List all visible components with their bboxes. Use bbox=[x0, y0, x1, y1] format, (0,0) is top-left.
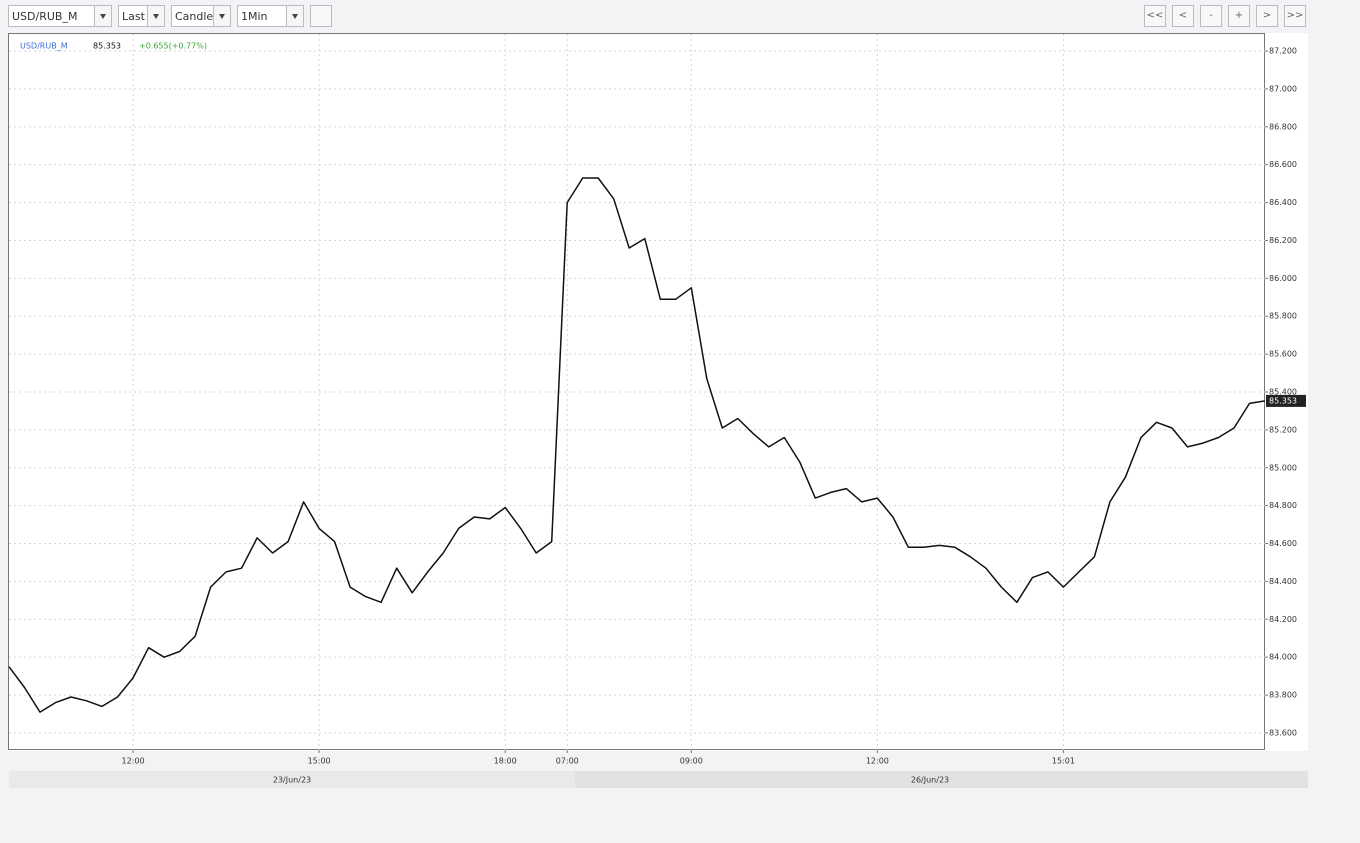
nav-button[interactable]: >> bbox=[1284, 5, 1306, 27]
nav-button[interactable]: << bbox=[1144, 5, 1166, 27]
y-tick-label: 86.200 bbox=[1269, 236, 1297, 245]
y-tick-label: 86.000 bbox=[1269, 274, 1297, 283]
y-tick-label: 85.000 bbox=[1269, 463, 1297, 472]
chart-type-select[interactable]: Candle bbox=[171, 5, 231, 27]
x-tick-label: 09:00 bbox=[680, 757, 703, 766]
x-tick-label: 15:00 bbox=[308, 757, 331, 766]
y-tick-label: 87.200 bbox=[1269, 47, 1297, 56]
price-type-select[interactable]: Last bbox=[118, 5, 165, 27]
header-symbol: USD/RUB_M bbox=[20, 42, 68, 51]
x-tick-label: 12:00 bbox=[866, 757, 889, 766]
settings-button[interactable] bbox=[310, 5, 332, 27]
date-bar bbox=[575, 771, 1308, 788]
y-tick-label: 84.400 bbox=[1269, 577, 1297, 586]
y-tick-label: 86.400 bbox=[1269, 198, 1297, 207]
y-tick-label: 84.000 bbox=[1269, 653, 1297, 662]
y-tick-label: 83.800 bbox=[1269, 691, 1297, 700]
y-tick-label: 85.800 bbox=[1269, 312, 1297, 321]
y-tick-label: 86.600 bbox=[1269, 160, 1297, 169]
x-tick-label: 15:01 bbox=[1052, 757, 1075, 766]
y-tick-label: 85.600 bbox=[1269, 350, 1297, 359]
y-tick-label: 83.600 bbox=[1269, 728, 1297, 737]
last-price-label: 85.353 bbox=[1269, 396, 1297, 405]
nav-button[interactable]: < bbox=[1172, 5, 1194, 27]
y-tick-label: 84.200 bbox=[1269, 615, 1297, 624]
x-tick-label: 18:00 bbox=[494, 757, 517, 766]
nav-button[interactable]: > bbox=[1256, 5, 1278, 27]
y-tick-label: 85.400 bbox=[1269, 388, 1297, 397]
y-tick-label: 87.000 bbox=[1269, 84, 1297, 93]
y-tick-label: 86.800 bbox=[1269, 122, 1297, 131]
nav-button[interactable]: + bbox=[1228, 5, 1250, 27]
nav-button[interactable]: - bbox=[1200, 5, 1222, 27]
date-label: 26/Jun/23 bbox=[911, 776, 949, 785]
period-select[interactable]: 1Min bbox=[237, 5, 304, 27]
y-tick-label: 84.800 bbox=[1269, 501, 1297, 510]
header-last: 85.353 bbox=[93, 42, 121, 51]
last-price-tag bbox=[1266, 394, 1306, 407]
x-tick-label: 12:00 bbox=[122, 757, 145, 766]
plot-background bbox=[8, 33, 1308, 751]
symbol-select[interactable]: USD/RUB_M bbox=[8, 5, 112, 27]
price-line bbox=[8, 177, 1266, 713]
date-label: 23/Jun/23 bbox=[273, 776, 311, 785]
y-tick-label: 85.200 bbox=[1269, 425, 1297, 434]
header-change: +0.655(+0.77%) bbox=[139, 42, 207, 51]
date-bar bbox=[9, 771, 575, 788]
x-tick-label: 07:00 bbox=[556, 757, 579, 766]
y-tick-label: 84.600 bbox=[1269, 539, 1297, 548]
